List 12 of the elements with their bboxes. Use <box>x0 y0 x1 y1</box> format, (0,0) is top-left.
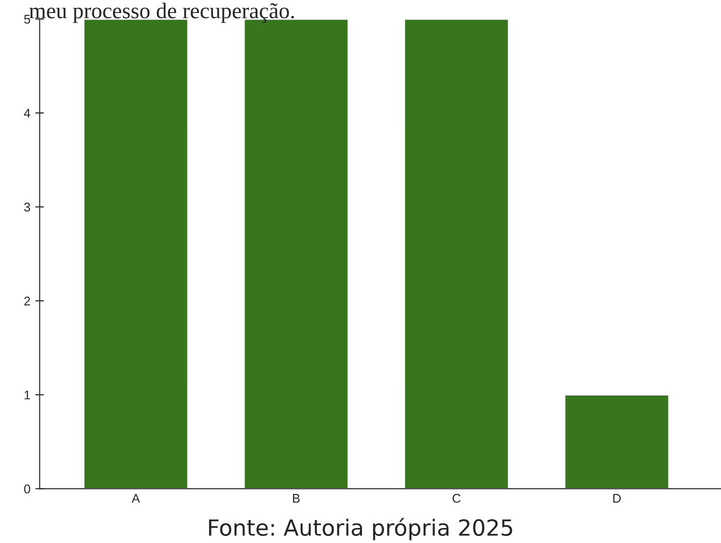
y-tick-label: 2 <box>24 296 30 306</box>
x-tick-label: D <box>613 494 621 503</box>
y-tick-label: 4 <box>24 108 30 118</box>
chart-title: meu processo de recuperação. <box>29 2 294 23</box>
y-tick-label: 5 <box>24 14 30 24</box>
x-tick-label: B <box>293 494 300 503</box>
y-tick-label: 1 <box>24 390 30 400</box>
y-tick-label: 3 <box>24 202 30 212</box>
source-note: Fonte: Autoria própria 2025 <box>209 518 512 540</box>
x-tick-label: A <box>132 494 140 503</box>
x-tick-label: C <box>452 494 461 503</box>
y-tick-label: 0 <box>24 484 30 494</box>
